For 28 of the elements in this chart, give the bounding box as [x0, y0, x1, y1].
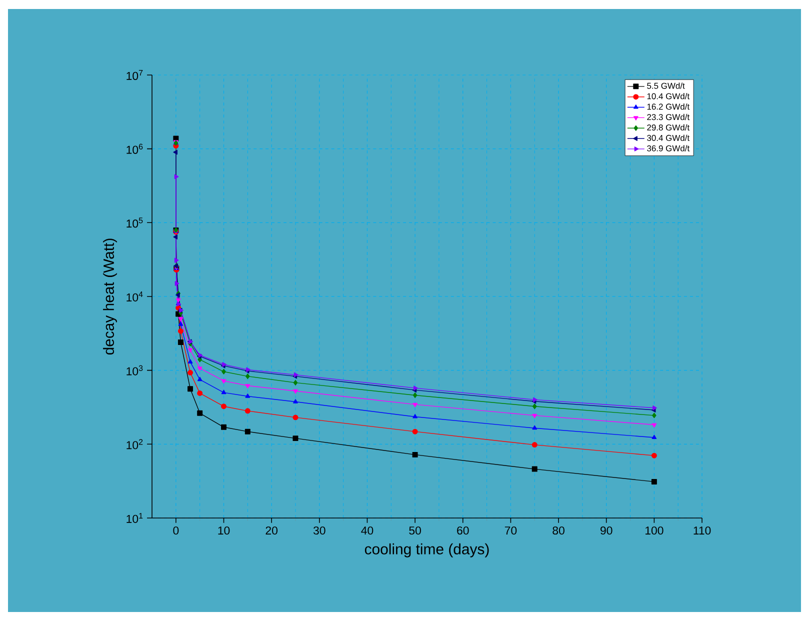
legend-label: 29.8 GWd/t [647, 124, 690, 130]
x-tick-label: 70 [504, 526, 517, 535]
legend-label: 5.5 GWd/t [647, 82, 685, 89]
x-tick-label: 30 [313, 526, 326, 535]
x-tick-label: 20 [266, 526, 278, 535]
x-tick-label: 80 [552, 526, 564, 535]
x-axis-title: cooling time (days) [364, 543, 489, 558]
y-tick-label: 10$^{2}$ [126, 439, 143, 450]
x-tick-label: 50 [409, 526, 421, 535]
y-tick-label: 10$^{1}$ [126, 513, 143, 523]
x-tick-label: 100 [646, 526, 664, 535]
legend-label: 10.4 GWd/t [647, 93, 690, 100]
y-tick-label: 10$^{3}$ [126, 365, 143, 376]
y-tick-label: 10$^{7}$ [126, 70, 143, 80]
x-tick-label: 0 [173, 526, 179, 535]
y-axis-title: decay heat (Watt) [103, 238, 117, 355]
y-tick-label: 10$^{4}$ [126, 292, 143, 302]
y-tick-label: 10$^{6}$ [126, 144, 143, 154]
x-tick-label: 60 [457, 526, 469, 535]
legend-label: 30.4 GWd/t [647, 134, 690, 141]
y-tick-label: 10$^{5}$ [126, 218, 143, 228]
x-tick-label: 90 [600, 526, 612, 535]
legend-label: 16.2 GWd/t [647, 103, 690, 110]
x-tick-label: 10 [218, 526, 230, 535]
legend-label: 23.3 GWd/t [647, 114, 690, 120]
x-tick-label: 40 [361, 526, 374, 535]
legend-label: 36.9 GWd/t [647, 145, 690, 152]
x-tick-label: 110 [694, 526, 711, 535]
